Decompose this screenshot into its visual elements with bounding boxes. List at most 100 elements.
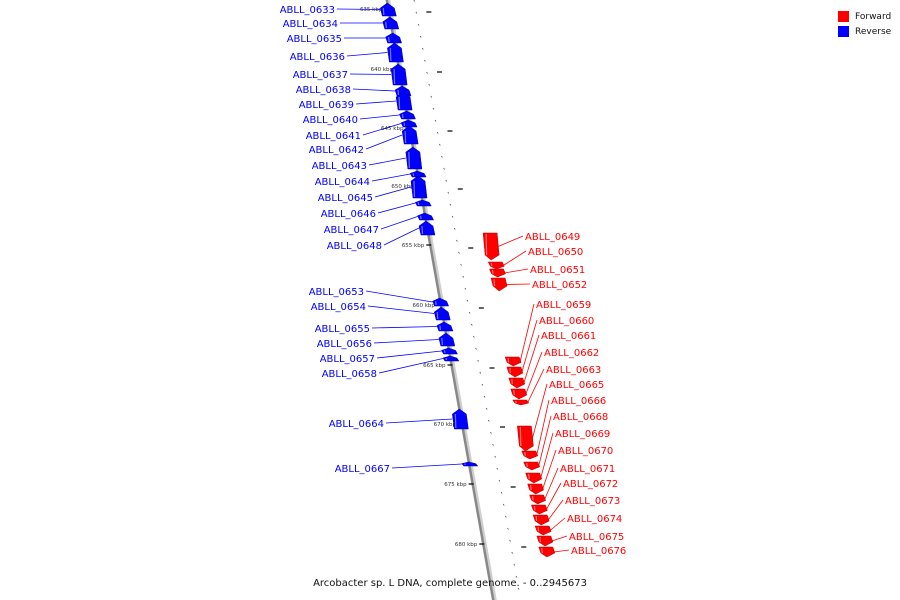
minor-tick [511, 551, 514, 554]
gene-highlight [515, 400, 517, 404]
gene-label: ABLL_0674 [567, 514, 622, 525]
gene-shape [510, 388, 528, 400]
gene-highlight [401, 114, 404, 119]
gene-shape [382, 16, 400, 30]
gene-leader [503, 250, 527, 266]
gene-arrow [529, 494, 546, 505]
gene-highlight [530, 484, 532, 491]
scale-marks: 635 kbp 640 kbp 645 kbp 650 kbp 655 kbp 660 k… [360, 7, 527, 548]
gene-arrow [401, 125, 419, 145]
gene-arrow [487, 261, 505, 270]
gene-label: ABLL_0653 [309, 287, 364, 298]
minor-tick [456, 239, 458, 242]
gene-leader [504, 268, 529, 274]
gene-label: ABLL_0671 [560, 464, 615, 475]
gene-leader [367, 305, 435, 314]
gene-arrow [390, 63, 408, 86]
scale-label: 680 kbp [455, 542, 478, 548]
gene-arrow [432, 297, 450, 307]
gene-highlight [441, 337, 443, 346]
minor-tick [479, 371, 482, 374]
gene-highlight [485, 233, 488, 256]
gene-label: ABLL_0636 [290, 52, 345, 63]
gene-label: ABLL_0669 [555, 429, 610, 440]
gene-highlight [412, 173, 415, 177]
gene-label: ABLL_0676 [571, 546, 626, 557]
gene-arrow [380, 2, 397, 17]
gene-highlight [413, 180, 416, 198]
gene-arrow [395, 91, 413, 111]
gene-highlight [519, 426, 522, 447]
gene-label: ABLL_0635 [287, 34, 342, 45]
gene-leader [531, 383, 548, 439]
gene-label: ABLL_0640 [303, 115, 358, 126]
gene-label: ABLL_0645 [318, 193, 373, 204]
gene-label: ABLL_0652 [532, 280, 587, 291]
gene-arrow [523, 461, 541, 471]
gene-shape [489, 268, 506, 278]
gene-label: ABLL_0651 [530, 265, 585, 276]
gene-label: ABLL_0666 [551, 396, 606, 407]
gene-highlight [533, 505, 536, 511]
gene-arrow [527, 483, 544, 495]
minor-tick [481, 383, 484, 386]
gene-shape [461, 461, 479, 467]
gene-arrow [508, 377, 526, 389]
gene-leader [365, 290, 433, 303]
gene-highlight [382, 7, 385, 16]
minor-tick [464, 287, 467, 290]
gene-arrow [536, 535, 554, 547]
gene-highlight [403, 122, 406, 127]
gene-leader [551, 535, 568, 542]
minor-tick [417, 23, 420, 26]
gene-shape [487, 261, 505, 270]
gene-highlight [454, 413, 457, 429]
gene-shape [536, 535, 554, 547]
gene-leader [540, 432, 554, 479]
minor-tick [468, 311, 471, 314]
gene-leader [355, 100, 397, 105]
minor-tick [507, 527, 509, 530]
gene-shape [521, 450, 539, 460]
gene-arrow [433, 306, 451, 321]
gene-label: ABLL_0654 [311, 302, 366, 313]
gene-highlight [464, 463, 466, 466]
minor-tick [424, 59, 426, 62]
gene-highlight [528, 473, 530, 480]
gene-arrow [442, 355, 460, 362]
gene-arrow [382, 16, 400, 30]
gene-label: ABLL_0637 [293, 70, 348, 81]
gene-shape [517, 425, 534, 452]
minor-tick [458, 251, 460, 254]
gene-arrow [414, 199, 432, 207]
gene-highlight [389, 47, 392, 62]
scale-label: 660 kbp [412, 303, 435, 309]
scale-label: 635 kbp [360, 7, 383, 13]
gene-arrows [380, 2, 556, 558]
minor-tick [415, 11, 418, 14]
gene-leader [521, 319, 538, 373]
legend-reverse: Reverse [838, 24, 898, 39]
gene-shape [452, 408, 469, 430]
gene-label: ABLL_0656 [317, 339, 372, 350]
gene-arrow [410, 175, 428, 199]
gene-leader [359, 114, 400, 120]
gene-shape [399, 110, 416, 120]
gene-shape [534, 525, 552, 536]
gene-highlight [526, 462, 528, 467]
gene-highlight [393, 68, 396, 85]
genome-caption: Arcobacter sp. L DNA, complete genome. -… [313, 578, 587, 589]
gene-shape [527, 483, 544, 495]
scale-label: 665 kbp [423, 363, 446, 369]
minor-tick [421, 47, 424, 50]
gene-shape [433, 306, 451, 321]
gene-shape [410, 175, 428, 199]
gene-shape [395, 91, 413, 111]
gene-highlight [491, 269, 494, 274]
gene-leader [506, 283, 531, 285]
gene-leader [380, 216, 418, 230]
gene-label: ABLL_0663 [546, 365, 601, 376]
gene-label: ABLL_0633 [280, 5, 335, 16]
gene-leader [385, 418, 453, 424]
